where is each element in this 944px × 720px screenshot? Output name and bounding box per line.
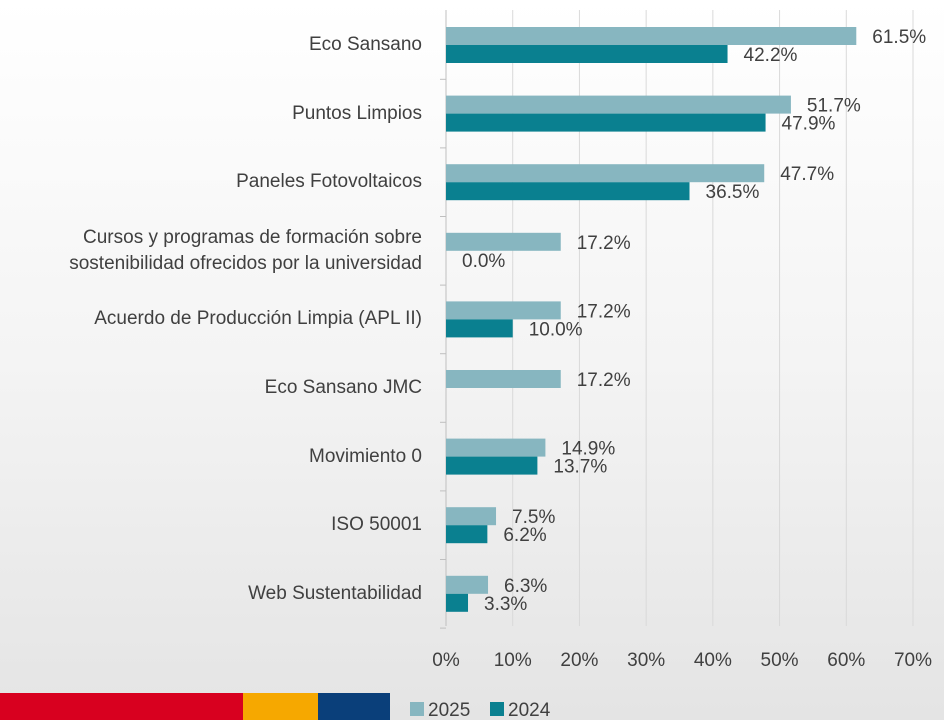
data-label: 10.0%: [529, 319, 583, 340]
data-label: 6.2%: [503, 525, 546, 546]
bar: [446, 525, 488, 544]
bar: [446, 164, 765, 183]
data-label: 14.9%: [561, 439, 615, 460]
bar: [446, 507, 497, 526]
data-label: 36.5%: [706, 182, 760, 203]
data-label: 47.7%: [780, 164, 834, 185]
bar: [446, 113, 766, 132]
legend-swatch: [410, 702, 424, 716]
data-label: 17.2%: [577, 370, 631, 391]
x-tick-label: 70%: [894, 650, 932, 671]
category-label: Web Sustentabilidad: [248, 582, 422, 604]
data-label: 47.9%: [782, 114, 836, 135]
category-label: Cursos y programas de formación sobre so…: [69, 226, 422, 274]
data-label: 3.3%: [484, 594, 527, 615]
bar: [446, 438, 546, 457]
category-label: Puntos Limpios: [292, 102, 422, 124]
category-label: ISO 50001: [331, 514, 422, 536]
bar: [446, 456, 538, 475]
bar: [446, 232, 561, 251]
x-tick-label: 30%: [627, 650, 665, 671]
bar: [446, 370, 561, 388]
legend-label: 2024: [508, 700, 551, 720]
brand-strip-yellow: [243, 693, 318, 720]
x-tick-label: 10%: [494, 650, 532, 671]
category-label: Movimiento 0: [309, 445, 422, 467]
data-label: 42.2%: [744, 45, 798, 66]
category-label: Acuerdo de Producción Limpia (APL II): [94, 308, 422, 330]
data-label: 7.5%: [512, 507, 555, 528]
bar: [446, 575, 489, 594]
bar: [446, 95, 791, 114]
brand-strip-red: [0, 693, 243, 720]
bar: [446, 593, 469, 612]
x-tick-label: 0%: [432, 650, 460, 671]
data-label: 0.0%: [462, 251, 505, 272]
category-label: Paneles Fotovoltaicos: [236, 171, 422, 193]
data-label: 6.3%: [504, 576, 547, 597]
category-label: Eco Sansano JMC: [264, 377, 422, 398]
data-label: 13.7%: [553, 457, 607, 478]
bar: [446, 319, 513, 338]
legend-label: 2025: [428, 700, 470, 720]
data-label: 17.2%: [577, 301, 631, 322]
brand-strip-blue: [318, 693, 390, 720]
bar: [446, 45, 728, 63]
x-tick-label: 40%: [694, 650, 732, 671]
data-label: 51.7%: [807, 96, 861, 117]
x-tick-label: 50%: [761, 650, 799, 671]
legend-swatch: [490, 702, 504, 716]
x-tick-label: 60%: [827, 650, 865, 671]
bar: [446, 182, 690, 201]
bar: [446, 301, 561, 320]
data-label: 61.5%: [872, 27, 926, 48]
bar: [446, 27, 857, 45]
data-label: 17.2%: [577, 233, 631, 254]
x-tick-label: 20%: [560, 650, 598, 671]
category-label: Eco Sansano: [308, 34, 422, 55]
